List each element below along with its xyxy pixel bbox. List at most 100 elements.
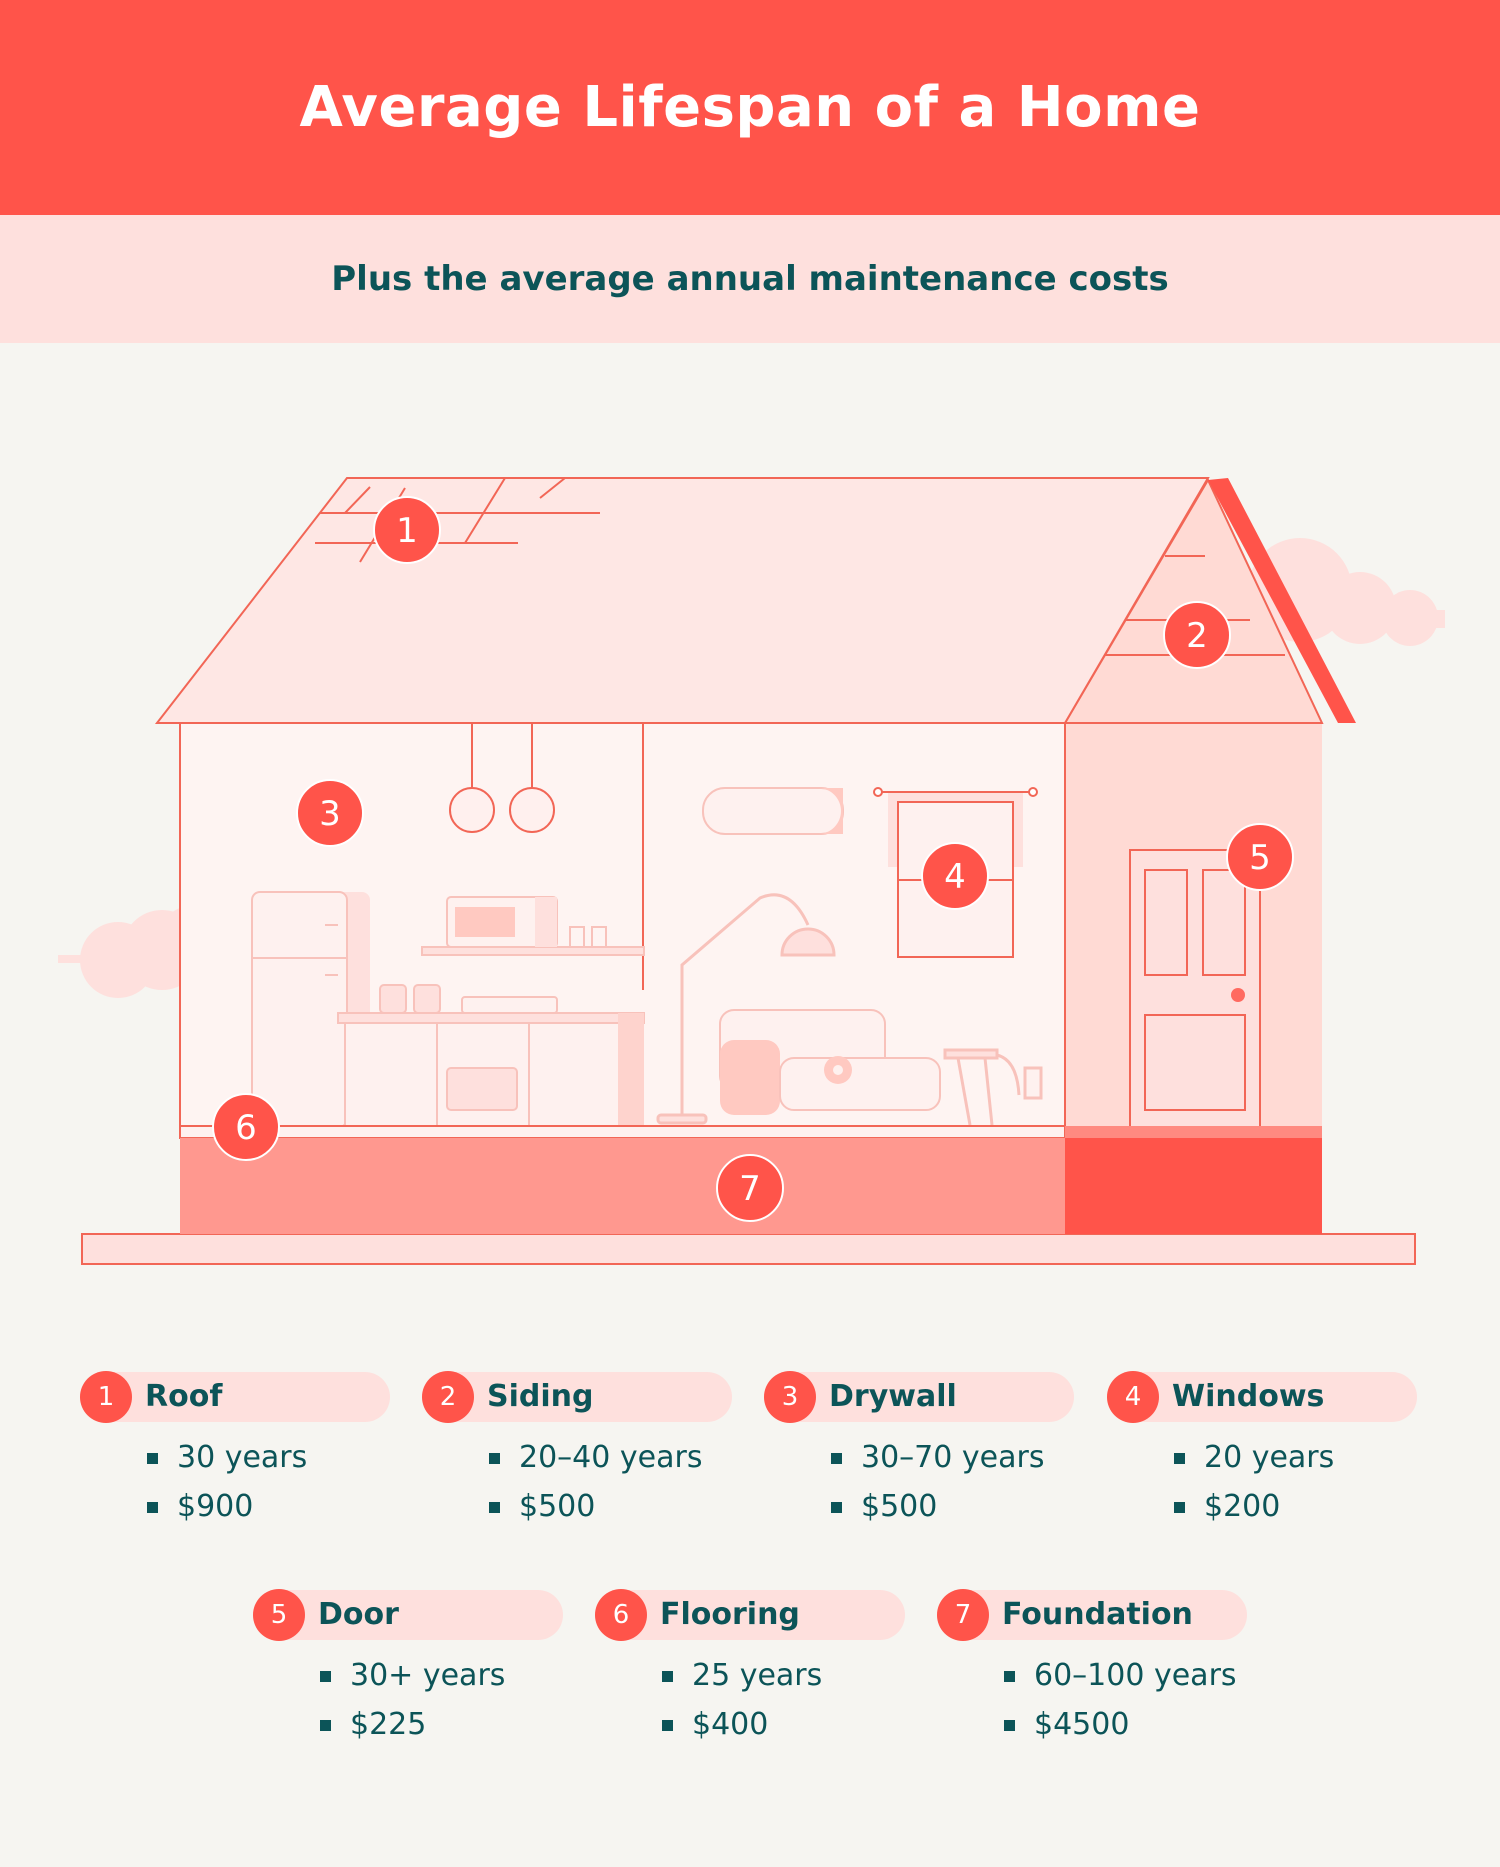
legend-cost: $900 [147,1487,307,1536]
marker-drywall: 3 [296,779,364,847]
legend-title: Drywall [829,1379,957,1414]
legend-cost: $500 [489,1487,702,1536]
bullet-square-icon [147,1453,158,1464]
legend-number-badge: 5 [253,1589,305,1641]
legend-details: 30+ years $225 [320,1656,505,1754]
legend-cost: $400 [662,1705,822,1754]
marker-foundation-label: 7 [739,1169,761,1209]
legend-lifespan: 30 years [147,1438,307,1487]
legend-title: Door [318,1597,399,1632]
marker-roof-label: 1 [396,511,418,551]
legend-number-badge: 3 [764,1371,816,1423]
cost-text: $200 [1204,1489,1281,1524]
main-roof [154,477,1210,724]
bullet-square-icon [1174,1502,1185,1513]
marker-drywall-label: 3 [319,794,341,834]
legend-number-badge: 4 [1107,1371,1159,1423]
lifespan-text: 30+ years [350,1658,506,1693]
legend-title: Siding [487,1379,594,1414]
lifespan-text: 20–40 years [519,1440,703,1475]
legend-lifespan: 30–70 years [831,1438,1044,1487]
legend-item-drywall: 3 Drywall 30–70 years $500 [764,1371,1074,1542]
ground [81,1233,1416,1265]
header-banner: Average Lifespan of a Home [0,0,1500,215]
legend-item-siding: 2 Siding 20–40 years $500 [422,1371,732,1542]
legend-title: Foundation [1002,1597,1193,1632]
marker-windows: 4 [921,842,989,910]
flooring [179,1125,1066,1139]
legend-item-flooring: 6 Flooring 25 years $400 [595,1589,905,1760]
front-door [1129,849,1261,1129]
side-flooring [1065,1126,1322,1138]
legend-details: 30 years $900 [147,1438,307,1536]
lifespan-text: 60–100 years [1034,1658,1237,1693]
cost-text: $225 [350,1707,427,1742]
legend-lifespan: 60–100 years [1004,1656,1237,1705]
subheader-banner: Plus the average annual maintenance cost… [0,215,1500,343]
marker-door: 5 [1226,823,1294,891]
microwave-shelf [421,896,645,956]
marker-siding: 2 [1163,601,1231,669]
marker-roof: 1 [373,496,441,564]
legend-details: 25 years $400 [662,1656,822,1754]
bullet-square-icon [831,1502,842,1513]
side-table [943,1048,1043,1126]
lifespan-text: 30–70 years [861,1440,1045,1475]
side-roof-edge [1208,478,1356,723]
lifespan-text: 20 years [1204,1440,1335,1475]
legend-number-badge: 7 [937,1589,989,1641]
legend-item-door: 5 Door 30+ years $225 [253,1589,563,1760]
lifespan-text: 25 years [692,1658,823,1693]
foundation [180,1138,1065,1234]
legend-details: 20 years $200 [1174,1438,1334,1536]
bullet-square-icon [1004,1720,1015,1731]
bullet-square-icon [831,1453,842,1464]
bullet-square-icon [489,1502,500,1513]
bullet-square-icon [147,1502,158,1513]
legend-title: Flooring [660,1597,800,1632]
legend-lifespan: 25 years [662,1656,822,1705]
marker-flooring-label: 6 [235,1108,257,1148]
marker-windows-label: 4 [944,857,966,897]
cost-text: $500 [861,1489,938,1524]
marker-foundation: 7 [716,1154,784,1222]
legend-details: 20–40 years $500 [489,1438,702,1536]
legend-item-roof: 1 Roof 30 years $900 [80,1371,390,1542]
legend-cost: $4500 [1004,1705,1237,1754]
bullet-square-icon [489,1453,500,1464]
bullet-square-icon [662,1720,673,1731]
marker-flooring: 6 [212,1093,280,1161]
marker-siding-label: 2 [1186,616,1208,656]
legend-title: Windows [1172,1379,1325,1414]
legend-item-windows: 4 Windows 20 years $200 [1107,1371,1417,1542]
legend-lifespan: 30+ years [320,1656,505,1705]
bullet-square-icon [1174,1453,1185,1464]
marker-door-label: 5 [1249,838,1271,878]
legend-number-badge: 2 [422,1371,474,1423]
bullet-square-icon [662,1671,673,1682]
cost-text: $500 [519,1489,596,1524]
house-illustration: 1 2 3 4 5 6 7 [58,477,1445,1265]
legend-lifespan: 20–40 years [489,1438,702,1487]
bullet-square-icon [1004,1671,1015,1682]
legend-item-foundation: 7 Foundation 60–100 years $4500 [937,1589,1247,1760]
legend-number-badge: 1 [80,1371,132,1423]
legend-cost: $200 [1174,1487,1334,1536]
floor-lamp [656,893,836,1125]
legend-title: Roof [145,1379,223,1414]
cost-text: $4500 [1034,1707,1130,1742]
ac-unit [702,787,844,835]
bullet-square-icon [320,1671,331,1682]
window-frame [873,787,1038,958]
side-foundation [1065,1138,1322,1234]
legend-details: 30–70 years $500 [831,1438,1044,1536]
page-subtitle: Plus the average annual maintenance cost… [331,259,1169,299]
cost-text: $900 [177,1489,254,1524]
bullet-square-icon [320,1720,331,1731]
legend-number-badge: 6 [595,1589,647,1641]
legend-cost: $500 [831,1487,1044,1536]
legend-lifespan: 20 years [1174,1438,1334,1487]
cost-text: $400 [692,1707,769,1742]
legend-cost: $225 [320,1705,505,1754]
sofa [719,1009,941,1115]
